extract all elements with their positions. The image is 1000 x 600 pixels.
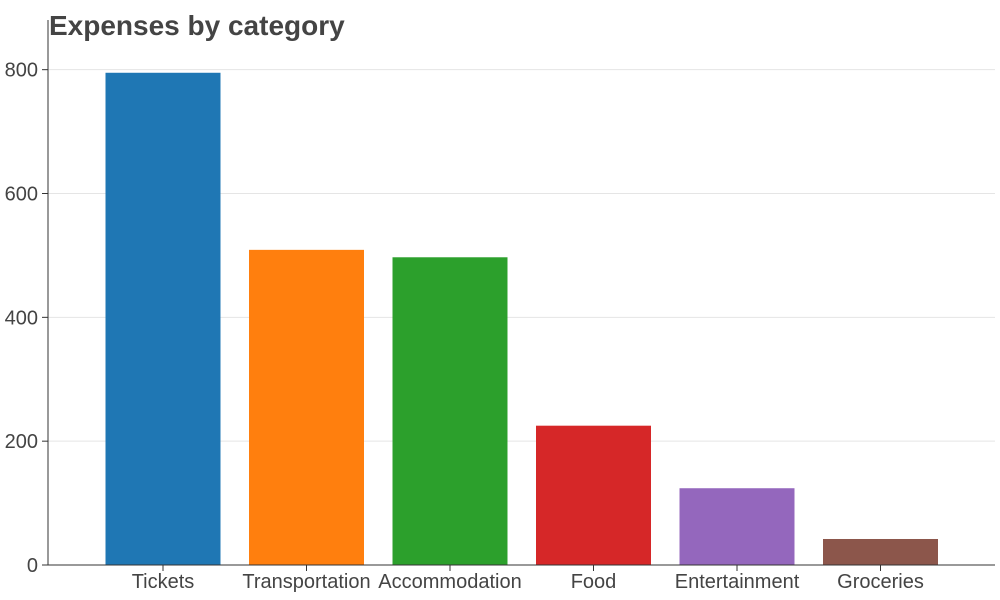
bar-groceries (823, 538, 938, 565)
x-axis-ticks: Tickets Transportation Accommodation Food En… (132, 565, 924, 593)
y-tick-label: 200 (5, 431, 38, 453)
bars (105, 72, 938, 565)
x-tick-label: Transportation (242, 571, 370, 593)
bar-entertainment (679, 488, 795, 565)
x-tick-label: Tickets (132, 571, 195, 593)
x-tick-label: Entertainment (675, 571, 800, 593)
bar-food (536, 425, 651, 565)
axes (47, 20, 995, 566)
y-tick-label: 800 (5, 60, 38, 82)
x-tick-label: Groceries (837, 571, 924, 593)
bar-tickets (105, 72, 221, 565)
x-tick-label: Food (571, 571, 617, 593)
bar-accommodation (392, 257, 508, 565)
y-tick-label: 600 (5, 184, 38, 206)
y-tick-label: 0 (27, 555, 38, 577)
x-tick-label: Accommodation (378, 571, 521, 593)
y-tick-label: 400 (5, 307, 38, 329)
bar-transportation (249, 249, 364, 565)
y-axis-ticks: 0 200 400 600 800 (5, 60, 48, 577)
chart-title: Expenses by category (49, 10, 345, 41)
